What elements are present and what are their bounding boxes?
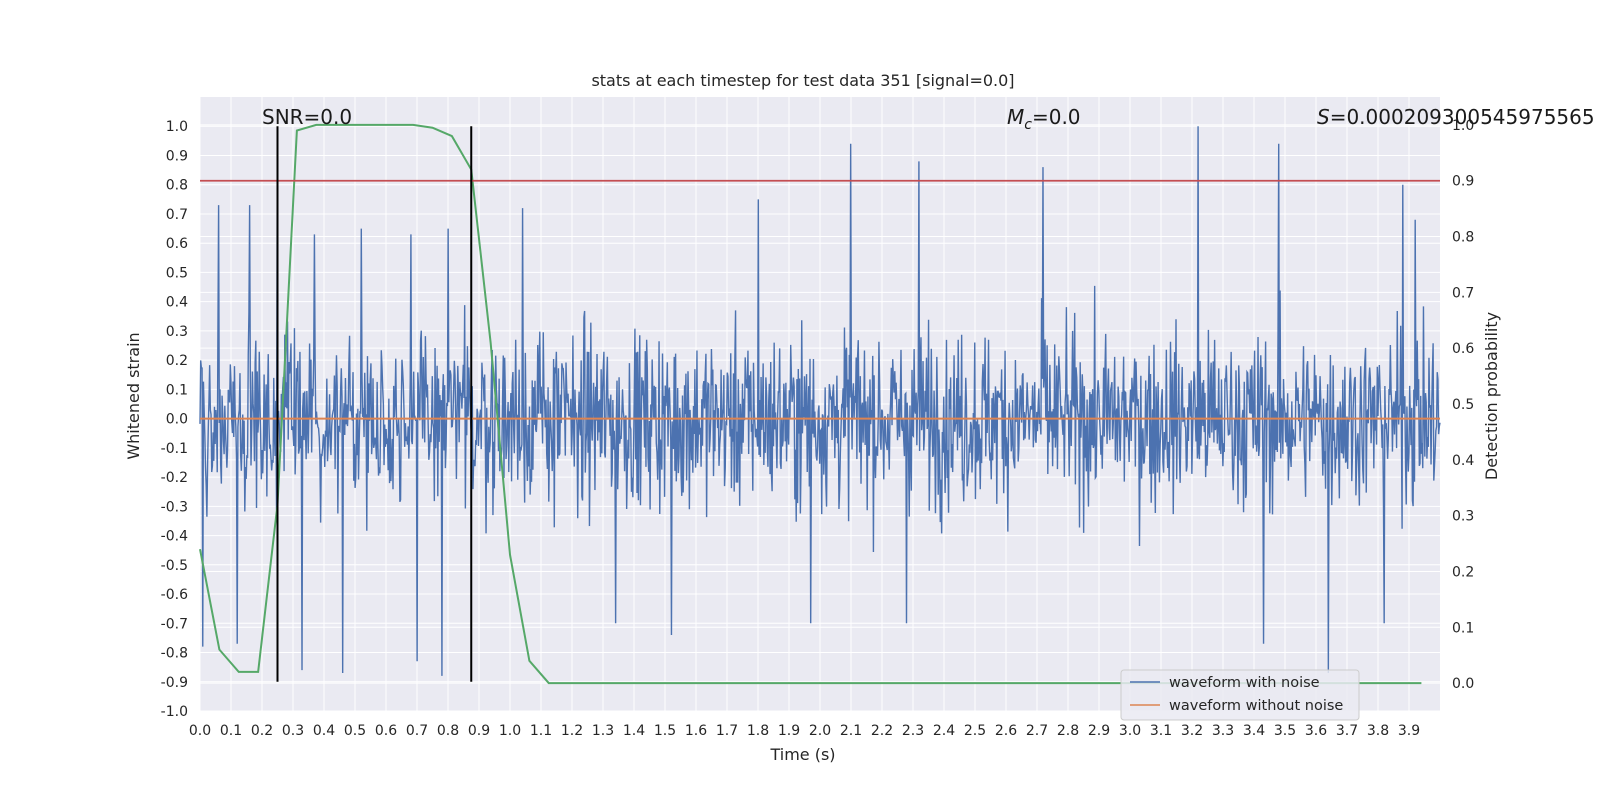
x-tick-label: 1.3 xyxy=(592,723,614,739)
y-tick-label: 1.0 xyxy=(166,119,188,135)
y-tick-label: 0.1 xyxy=(166,382,188,398)
x-tick-label: 2.6 xyxy=(995,723,1017,739)
score-value: =0.000209300545975565 xyxy=(1330,105,1595,129)
legend-box xyxy=(1120,669,1360,721)
y2-tick-label: 0.3 xyxy=(1452,509,1474,525)
y-tick-label: -0.5 xyxy=(161,558,188,574)
y2-tick-label: 0.2 xyxy=(1452,564,1474,580)
window-lines-group xyxy=(276,126,473,682)
waveform-with-noise-line xyxy=(199,126,1441,676)
x-tick-label: 3.6 xyxy=(1305,723,1327,739)
y-axis-label: Whitened strain xyxy=(124,332,143,459)
y-tick-label: -0.1 xyxy=(161,441,188,457)
x-tick-label: 1.8 xyxy=(747,723,769,739)
x-tick-label: 3.2 xyxy=(1181,723,1203,739)
x-tick-label: 2.4 xyxy=(933,723,955,739)
y-tick-label: 0.8 xyxy=(166,178,188,194)
chart-title: stats at each timestep for test data 351… xyxy=(591,71,1014,90)
x-tick-label: 2.7 xyxy=(1026,723,1048,739)
y-tick-label: -0.7 xyxy=(161,616,188,632)
y-tick-label: 0.2 xyxy=(166,353,188,369)
x-tick-label: 0.6 xyxy=(375,723,397,739)
score-annotation: S=0.000209300545975565 xyxy=(1317,105,1595,129)
y-tick-label: -0.4 xyxy=(161,529,188,545)
legend: waveform with noise waveform without noi… xyxy=(1120,669,1360,721)
x-tick-label: 1.4 xyxy=(623,723,645,739)
chirp-mass-subscript: c xyxy=(1024,117,1032,133)
y-tick-label: -0.3 xyxy=(161,499,188,515)
y-tick-label: 0.6 xyxy=(166,236,188,252)
y2-tick-label: 1.0 xyxy=(1452,118,1474,134)
y2-axis-label: Detection probability xyxy=(1482,312,1501,480)
y-tick-label: 0.0 xyxy=(166,412,188,428)
y-tick-label: 0.7 xyxy=(166,207,188,223)
score-symbol: S xyxy=(1317,105,1330,129)
x-tick-label: 0.3 xyxy=(282,723,304,739)
x-tick-label: 0.7 xyxy=(406,723,428,739)
y-tick-label: 0.4 xyxy=(166,295,188,311)
x-tick-labels: 0.0 0.1 0.2 0.3 0.4 0.5 0.6 0.7 0.8 0.9 1.0 1.1 1.2 1… xyxy=(189,723,1420,739)
x-tick-label: 1.2 xyxy=(561,723,583,739)
x-tick-label: 0.9 xyxy=(468,723,490,739)
y2-tick-label: 0.5 xyxy=(1452,397,1474,413)
detection-probability-series xyxy=(199,123,1422,685)
x-tick-label: 1.5 xyxy=(654,723,676,739)
x-tick-label: 0.8 xyxy=(437,723,459,739)
x-tick-label: 2.1 xyxy=(840,723,862,739)
x-tick-label: 3.9 xyxy=(1398,723,1420,739)
chirp-mass-value: =0.0 xyxy=(1032,105,1081,129)
x-tick-label: 0.4 xyxy=(313,723,335,739)
y-tick-label: -0.8 xyxy=(161,646,188,662)
x-tick-label: 0.5 xyxy=(344,723,366,739)
chirp-mass-annotation: Mc=0.0 xyxy=(1007,105,1081,133)
x-tick-label: 2.3 xyxy=(902,723,924,739)
chirp-mass-symbol: M xyxy=(1007,105,1024,129)
y2-tick-label: 0.9 xyxy=(1452,174,1474,190)
x-tick-label: 2.9 xyxy=(1088,723,1110,739)
x-tick-label: 3.4 xyxy=(1243,723,1265,739)
x-tick-label: 2.5 xyxy=(964,723,986,739)
y-tick-label: -0.9 xyxy=(161,675,188,691)
y2-tick-labels: 1.0 0.9 0.8 0.7 0.6 0.5 0.4 0.3 0.2 0.1 0.0 xyxy=(1452,118,1474,692)
x-tick-label: 3.8 xyxy=(1367,723,1389,739)
y-tick-label: -0.6 xyxy=(161,587,188,603)
x-tick-label: 0.1 xyxy=(220,723,242,739)
x-tick-label: 3.3 xyxy=(1212,723,1234,739)
detection-probability-line xyxy=(199,123,1422,685)
x-tick-label: 3.5 xyxy=(1274,723,1296,739)
y2-tick-label: 0.8 xyxy=(1452,230,1474,246)
y-tick-label: 0.5 xyxy=(166,265,188,281)
y-tick-label: 0.9 xyxy=(166,148,188,164)
x-tick-label: 2.8 xyxy=(1057,723,1079,739)
x-tick-label: 3.0 xyxy=(1119,723,1141,739)
y-tick-label: -1.0 xyxy=(161,704,188,720)
x-tick-label: 1.6 xyxy=(685,723,707,739)
y-tick-labels: 1.0 0.9 0.8 0.7 0.6 0.5 0.4 0.3 0.2 0.1 0.0 -0.1 -0.… xyxy=(161,119,188,720)
legend-label-waveform-without-noise: waveform without noise xyxy=(1169,698,1343,714)
y-tick-label: 0.3 xyxy=(166,324,188,340)
x-axis-label: Time (s) xyxy=(769,745,835,764)
x-tick-label: 2.2 xyxy=(871,723,893,739)
x-tick-label: 2.0 xyxy=(809,723,831,739)
x-tick-label: 3.1 xyxy=(1150,723,1172,739)
waveform-with-noise-series xyxy=(199,126,1441,676)
y-tick-label: -0.2 xyxy=(161,470,188,486)
x-tick-label: 0.2 xyxy=(251,723,273,739)
x-tick-label: 1.0 xyxy=(499,723,521,739)
y2-tick-label: 0.1 xyxy=(1452,620,1474,636)
x-tick-label: 0.0 xyxy=(189,723,211,739)
y2-tick-label: 0.4 xyxy=(1452,453,1474,469)
snr-annotation: SNR=0.0 xyxy=(262,105,352,129)
x-tick-label: 1.9 xyxy=(778,723,800,739)
y2-tick-label: 0.7 xyxy=(1452,285,1474,301)
legend-label-waveform-with-noise: waveform with noise xyxy=(1169,675,1320,691)
x-tick-label: 1.1 xyxy=(530,723,552,739)
y2-tick-label: 0.6 xyxy=(1452,341,1474,357)
x-tick-label: 3.7 xyxy=(1336,723,1358,739)
x-tick-label: 1.7 xyxy=(716,723,738,739)
y2-tick-label: 0.0 xyxy=(1452,676,1474,692)
